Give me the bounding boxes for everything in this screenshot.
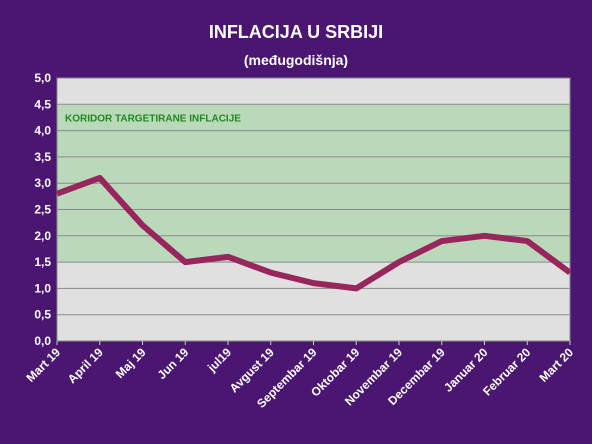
chart-title: INFLACIJA U SRBIJI [208,22,384,42]
x-tick-label: jul19 [204,345,234,375]
target-band-label: KORIDOR TARGETIRANE INFLACIJE [65,113,241,124]
y-tick-label: 5,0 [34,71,51,85]
x-tick-label: Mart 20 [537,345,577,385]
x-tick-label: Maj 19 [113,345,149,381]
y-tick-label: 3,5 [34,150,51,164]
y-axis: 0,0 0,5 1,0 1,5 2,0 2,5 3,0 3,5 4,0 4,5 5,0 [34,71,51,348]
y-tick-label: 0,5 [34,308,51,322]
y-tick-label: 2,5 [34,203,51,217]
y-tick-label: 3,0 [34,176,51,190]
series-line [55,174,572,292]
x-tick-label: April 19 [65,345,106,386]
x-tick-label: Mart 19 [24,345,64,385]
y-tick-label: 1,5 [34,255,51,269]
chart-subtitle: (međugodišnja) [243,52,349,68]
y-tick-label: 4,5 [34,97,51,111]
x-tick-label: Jun 19 [155,345,192,382]
y-tick-label: 0,0 [34,334,51,348]
y-tick-label: 1,0 [34,281,51,295]
y-tick-label: 2,0 [34,229,51,243]
y-tick-label: 4,0 [34,124,51,138]
